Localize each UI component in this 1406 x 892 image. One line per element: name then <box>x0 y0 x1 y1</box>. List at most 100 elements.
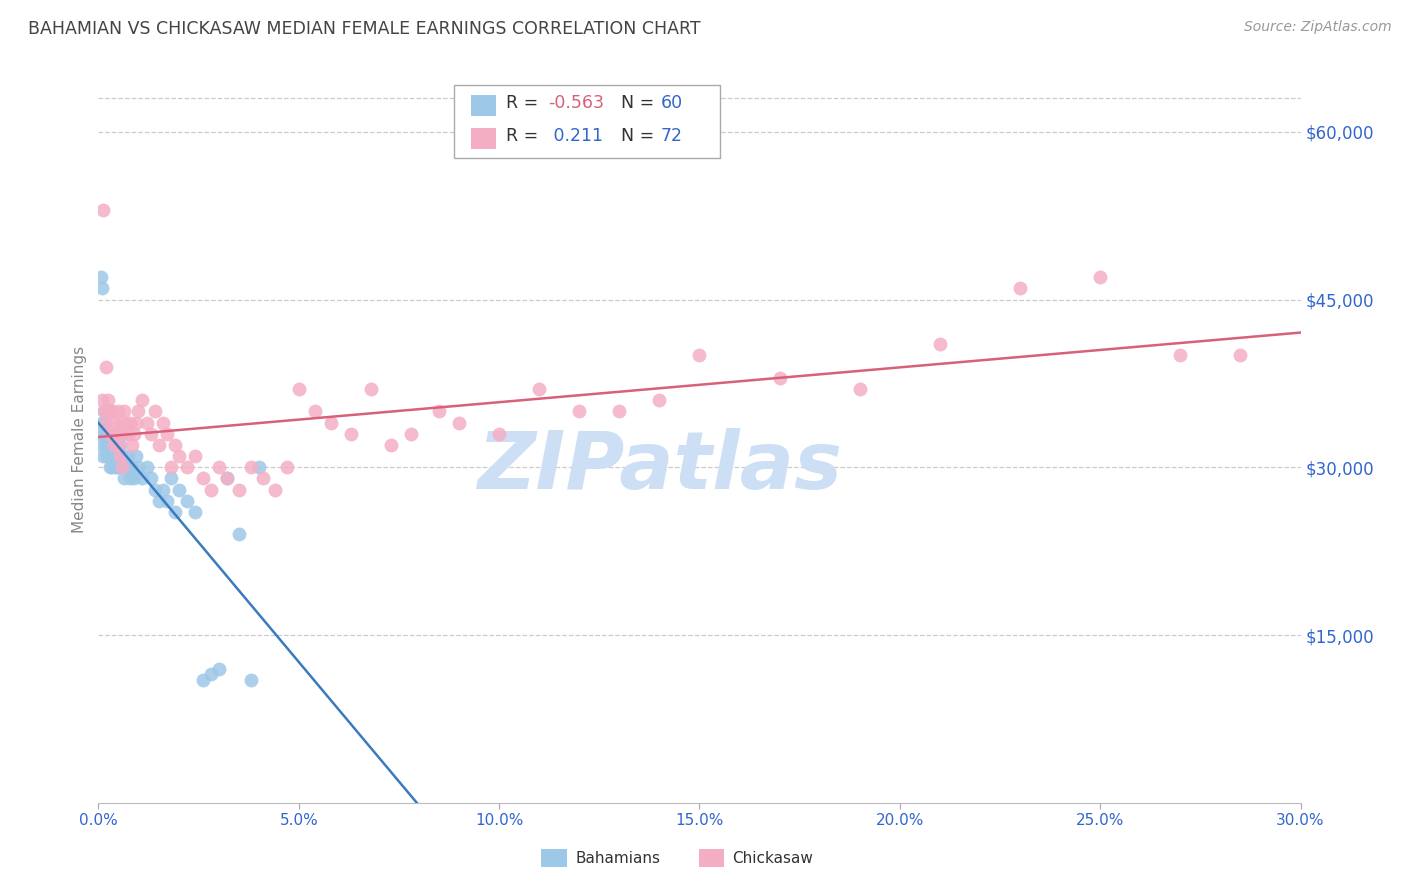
Point <box>91 202 114 217</box>
Point <box>97 404 120 418</box>
Point <box>124 426 146 441</box>
Point <box>529 382 551 396</box>
Point <box>93 404 115 418</box>
Point <box>228 483 250 497</box>
Point <box>96 416 118 430</box>
Point <box>1170 348 1192 362</box>
Point <box>849 382 872 396</box>
Point <box>114 404 136 418</box>
Point <box>239 460 262 475</box>
Point <box>98 404 121 418</box>
Point <box>101 449 124 463</box>
Point <box>609 404 631 418</box>
Point <box>94 359 117 374</box>
Text: ZIPatlas: ZIPatlas <box>477 428 842 507</box>
Point <box>135 416 157 430</box>
Point <box>139 471 162 485</box>
Point <box>97 404 120 418</box>
Point <box>91 449 114 463</box>
Point <box>93 404 115 418</box>
Point <box>488 426 510 441</box>
Text: 72: 72 <box>661 127 683 145</box>
Text: R =: R = <box>506 127 544 145</box>
Point <box>399 426 422 441</box>
Point <box>252 471 274 485</box>
Point <box>131 393 153 408</box>
Point <box>97 438 120 452</box>
Point <box>104 438 127 452</box>
Point <box>148 438 170 452</box>
Point <box>167 483 190 497</box>
Point <box>228 527 250 541</box>
Text: Source: ZipAtlas.com: Source: ZipAtlas.com <box>1244 20 1392 34</box>
Point <box>89 426 111 441</box>
Point <box>100 426 122 441</box>
Point <box>94 438 117 452</box>
Point <box>97 393 120 408</box>
Text: -0.563: -0.563 <box>548 94 605 112</box>
Point <box>360 382 382 396</box>
Point <box>117 426 139 441</box>
Point <box>107 449 129 463</box>
Point <box>105 460 128 475</box>
Point <box>191 471 214 485</box>
Point <box>98 460 121 475</box>
Point <box>131 471 153 485</box>
Point <box>208 460 231 475</box>
Point <box>247 460 270 475</box>
Point <box>103 449 125 463</box>
Point <box>91 416 114 430</box>
Point <box>91 281 114 295</box>
Point <box>100 426 122 441</box>
Point <box>104 426 127 441</box>
Point <box>128 404 150 418</box>
Point <box>200 667 222 681</box>
Point <box>176 493 198 508</box>
Point <box>114 471 136 485</box>
Point <box>176 460 198 475</box>
Point <box>121 438 143 452</box>
Point <box>107 438 129 452</box>
Point <box>215 471 238 485</box>
Point <box>105 426 128 441</box>
Point <box>110 438 132 452</box>
Point <box>689 348 711 362</box>
Point <box>1010 281 1032 295</box>
Point <box>769 371 792 385</box>
Point <box>340 426 363 441</box>
Point <box>115 416 138 430</box>
Point <box>93 416 115 430</box>
Point <box>239 673 262 687</box>
Point <box>215 471 238 485</box>
Point <box>117 449 139 463</box>
Point <box>100 438 122 452</box>
Y-axis label: Median Female Earnings: Median Female Earnings <box>72 346 87 533</box>
Point <box>288 382 311 396</box>
Point <box>120 471 142 485</box>
Point <box>263 483 285 497</box>
Point <box>104 449 127 463</box>
Point <box>568 404 591 418</box>
Point <box>148 493 170 508</box>
Text: 0.211: 0.211 <box>548 127 603 145</box>
Point <box>319 416 342 430</box>
Point <box>96 449 118 463</box>
Point <box>167 449 190 463</box>
Point <box>152 416 174 430</box>
Point <box>94 426 117 441</box>
Point <box>124 471 146 485</box>
Point <box>108 449 131 463</box>
Point <box>135 460 157 475</box>
Point <box>96 426 118 441</box>
Point <box>115 460 138 475</box>
Point <box>163 505 186 519</box>
Point <box>191 673 214 687</box>
Point <box>125 416 148 430</box>
Point <box>155 493 177 508</box>
Text: R =: R = <box>506 94 544 112</box>
Point <box>125 449 148 463</box>
Point <box>105 460 128 475</box>
Point <box>103 416 125 430</box>
Point <box>90 438 112 452</box>
Point <box>111 460 134 475</box>
